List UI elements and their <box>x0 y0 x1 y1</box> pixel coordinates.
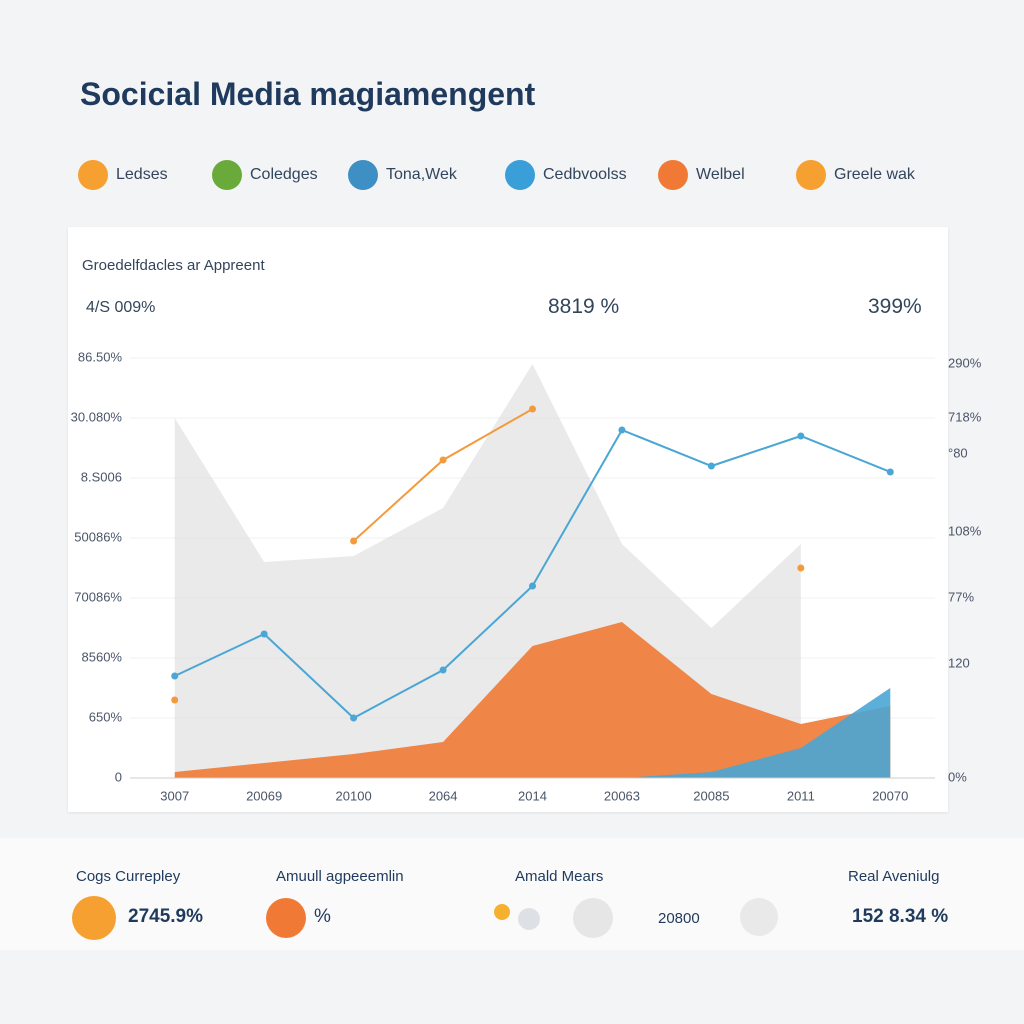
nav-label: Tona,Wek <box>386 166 457 183</box>
point <box>171 672 179 680</box>
nav-label: Ledses <box>116 166 168 183</box>
nav-item[interactable]: Cedbvoolss <box>505 158 627 192</box>
nav-icon <box>348 160 378 190</box>
y-tick-label: 70086% <box>74 589 122 604</box>
nav-label: Cedbvoolss <box>543 166 627 183</box>
point <box>618 426 626 434</box>
footer-value: 20800 <box>658 910 700 927</box>
icon <box>494 904 510 920</box>
nav-item[interactable]: Coledges <box>212 158 318 192</box>
y-tick-label: 0 <box>115 769 122 784</box>
y-tick-label: 86.50% <box>78 349 123 364</box>
y2-tick-label: 77% <box>948 589 974 604</box>
nav-label: Welbel <box>696 166 745 183</box>
icon <box>518 908 540 930</box>
footer-label: Real Aveniulg <box>848 868 940 885</box>
nav-icon <box>212 160 242 190</box>
point <box>350 537 358 545</box>
stat: 399% <box>868 295 922 318</box>
y2-tick-label: 290% <box>948 355 982 370</box>
point <box>707 462 715 470</box>
y2-tick-label: 718% <box>948 409 982 424</box>
point <box>439 456 447 464</box>
y-tick-label: 8.S006 <box>81 469 122 484</box>
y2-tick-label: 0% <box>948 769 967 784</box>
y2-tick-label: 120 <box>948 655 970 670</box>
y-tick-label: 50086% <box>74 529 122 544</box>
footer-label: Amuull agpeeemlin <box>276 868 404 885</box>
x-tick-label: 20070 <box>872 788 908 803</box>
icon <box>740 898 778 936</box>
nav-item[interactable]: Greele wak <box>796 158 915 192</box>
nav-icon <box>658 160 688 190</box>
stat: 8819 % <box>548 295 620 318</box>
nav-item[interactable]: Tona,Wek <box>348 158 457 192</box>
footer-value: % <box>314 906 331 927</box>
x-tick-label: 3007 <box>160 788 189 803</box>
area <box>174 688 891 778</box>
nav-item[interactable]: Ledses <box>78 158 168 192</box>
point <box>886 468 894 476</box>
point <box>439 666 447 674</box>
x-tick-label: 20100 <box>336 788 372 803</box>
chart: 0 650% 8560% 70086% 50086% 8.S006 30.080% 86.50… <box>71 349 982 803</box>
icon <box>573 898 613 938</box>
y-tick-label: 650% <box>89 709 123 724</box>
x-tick-label: 20085 <box>693 788 729 803</box>
nav-label: Greele wak <box>834 166 915 183</box>
point <box>797 564 805 572</box>
point <box>797 432 805 440</box>
stat: 4/S 009% <box>86 299 156 316</box>
page-title: Socicial Media magiamengent <box>80 76 536 112</box>
footer-label: Cogs Currepley <box>76 868 181 885</box>
x-tick-label: 2014 <box>518 788 547 803</box>
x-tick-label: 2064 <box>429 788 458 803</box>
y2-tick-label: °80 <box>948 445 968 460</box>
point <box>529 405 536 413</box>
icon <box>266 898 306 938</box>
panel-subtitle: Groedelfdacles ar Appreent <box>82 257 265 274</box>
footer: Cogs Currepley Amuull agpeeemlin Amald M… <box>0 838 1024 950</box>
y-tick-label: 8560% <box>82 649 123 664</box>
nav-icon <box>796 160 826 190</box>
point <box>350 714 358 722</box>
point <box>529 582 536 590</box>
nav-icon <box>78 160 108 190</box>
x-tick-label: 20063 <box>604 788 640 803</box>
point <box>260 630 268 638</box>
icon <box>72 896 116 940</box>
nav-item[interactable]: Welbel <box>658 158 745 192</box>
area <box>174 622 891 778</box>
nav-label: Coledges <box>250 166 318 183</box>
y2-tick-label: 108% <box>948 523 982 538</box>
x-tick-label: 2011 <box>787 788 815 803</box>
footer-value: 152 8.34 % <box>852 906 949 927</box>
point <box>171 696 179 704</box>
footer-value: 2745.9% <box>128 906 204 927</box>
x-tick-label: 20069 <box>246 788 282 803</box>
y-tick-label: 30.080% <box>71 409 123 424</box>
nav-icon <box>505 160 535 190</box>
footer-label: Amald Mears <box>515 868 604 885</box>
